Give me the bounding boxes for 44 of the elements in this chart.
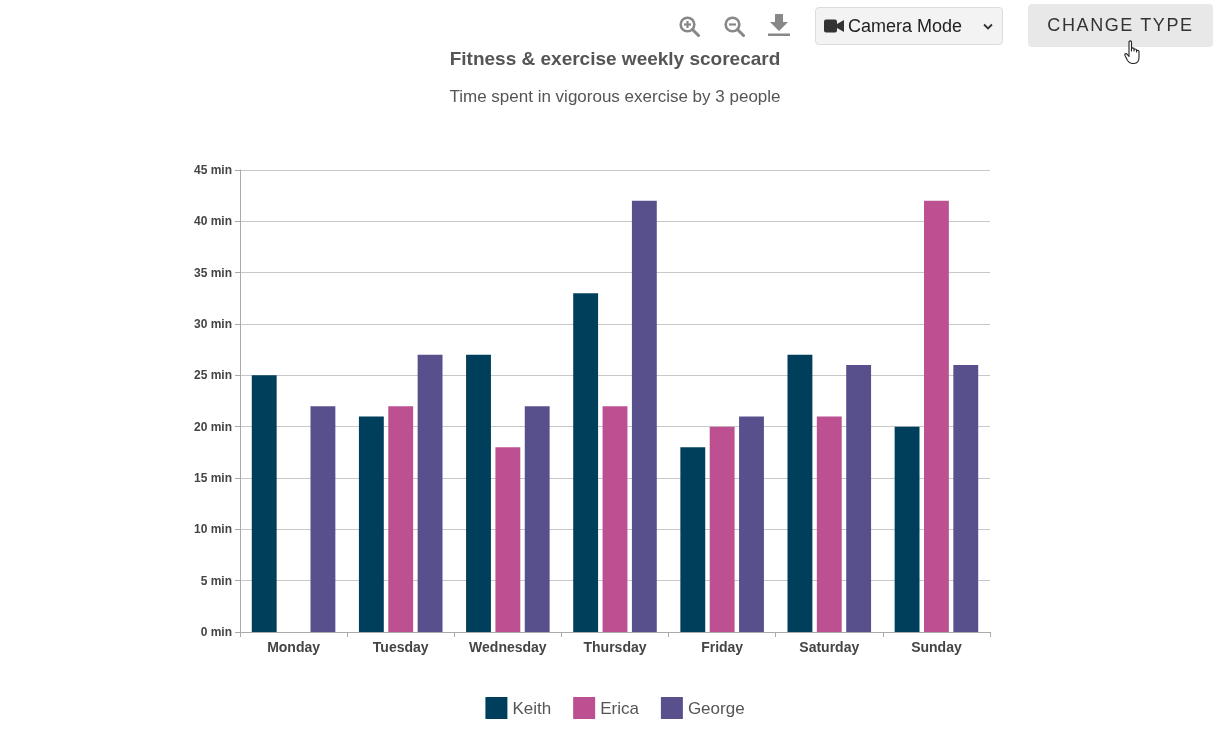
y-tick-label: 35 min: [193, 265, 232, 280]
bar: [310, 406, 336, 632]
x-tick-label: Friday: [701, 639, 744, 655]
x-tick-label: Wednesday: [469, 639, 547, 655]
x-tick-label: Tuesday: [372, 639, 429, 655]
y-tick-label: 10 min: [193, 522, 232, 537]
bar: [602, 406, 628, 632]
y-tick-label: 40 min: [193, 214, 232, 229]
bar: [631, 200, 657, 632]
x-tick-label: Monday: [267, 639, 321, 655]
bar: [524, 406, 550, 632]
legend-label: George: [687, 698, 745, 718]
bar: [388, 406, 414, 632]
bar: [417, 354, 443, 632]
bar: [680, 447, 706, 632]
change-type-button: CHANGE TYPE: [1028, 4, 1213, 47]
bar: [894, 426, 920, 632]
bar: [739, 416, 764, 632]
y-tick-label: 25 min: [193, 368, 232, 383]
x-tick-label: Thursday: [583, 639, 647, 655]
chart-title: Fitness & exercise weekly scorecard: [449, 48, 781, 69]
y-tick-label: 15 min: [193, 471, 232, 485]
bar: [787, 354, 813, 632]
x-tick-label: Saturday: [799, 639, 860, 655]
bar: [573, 293, 599, 632]
bar: [923, 200, 949, 632]
y-tick-label: 0 min: [200, 625, 232, 639]
bar: [495, 447, 521, 632]
legend-label: Keith: [512, 698, 552, 718]
legend-label: Erica: [600, 698, 640, 718]
bar: [709, 426, 735, 632]
y-tick-label: 30 min: [193, 317, 232, 331]
chart-subtitle: Time spent in vigorous exercise by 3 people: [449, 87, 781, 106]
bar: [846, 365, 872, 632]
bar: [953, 365, 979, 632]
y-tick-label: 20 min: [193, 419, 232, 434]
bar: [816, 416, 842, 632]
bar: [251, 375, 277, 632]
bar: [466, 354, 491, 632]
camera-mode-dropdown: Camera Mode: [815, 7, 1003, 45]
x-tick-label: Sunday: [911, 639, 962, 655]
bar: [358, 416, 384, 632]
y-tick-label: 45 min: [193, 163, 232, 177]
y-tick-label: 5 min: [200, 573, 232, 588]
